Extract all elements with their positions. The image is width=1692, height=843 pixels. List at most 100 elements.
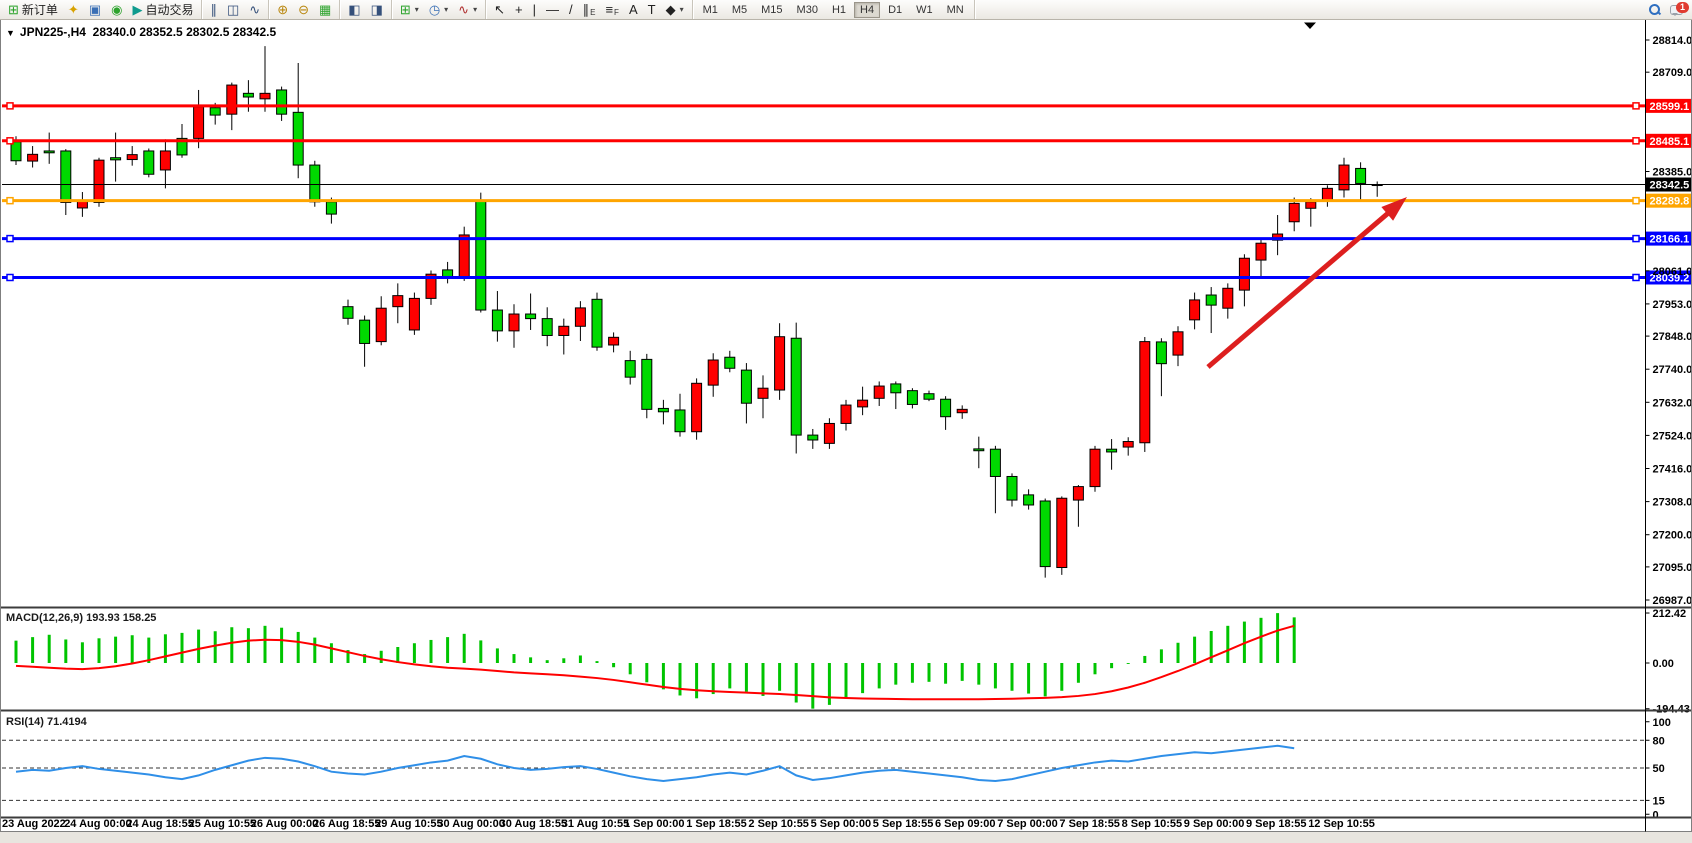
indicators-list-button[interactable]: ∿ ▾	[454, 1, 481, 18]
timeframe-M15[interactable]: M15	[755, 2, 788, 18]
trendline-icon: /	[568, 2, 573, 17]
autotrading-button-label: 自动交易	[145, 3, 194, 17]
price-tick-label: 27740.0	[1653, 364, 1692, 376]
timeframe-H1[interactable]: H1	[826, 2, 852, 18]
new-order-button[interactable]: ⊞ 新订单	[4, 1, 62, 18]
zoom-out-icon: ⊖	[298, 2, 309, 17]
horizontal-line-button[interactable]: —	[542, 1, 563, 18]
line-handle[interactable]	[6, 273, 14, 282]
one-click-collapse-icon[interactable]: ▼	[6, 28, 15, 38]
chart-window: 28599.1 28485.1 28289.8 28166.1 28039.2 28342…	[0, 19, 1692, 843]
signals-icon[interactable]: ◉	[107, 1, 126, 18]
vertical-line-button[interactable]: |	[529, 1, 540, 18]
line-handle[interactable]	[1632, 137, 1640, 145]
time-label: 26 Aug 18:55	[313, 818, 380, 830]
trend-arrow-head[interactable]	[1381, 197, 1407, 221]
line-handle[interactable]	[6, 102, 14, 110]
rsi-line	[15, 744, 1295, 782]
cursor-button[interactable]: ↖	[490, 1, 509, 18]
rsi-tick-label: 50	[1653, 763, 1665, 775]
dropdown-arrow-icon[interactable]: ▾	[473, 5, 478, 14]
time-label: 5 Sep 00:00	[811, 818, 872, 830]
candle-body	[309, 164, 321, 203]
price-tick-label: 27308.0	[1653, 497, 1692, 509]
candle-body	[43, 150, 55, 154]
autotrading-icon: ▶	[132, 2, 143, 17]
terminal-window-icon[interactable]: ▣	[85, 1, 105, 18]
time-label: 12 Sep 10:55	[1308, 818, 1375, 830]
text-button[interactable]: A	[625, 1, 642, 18]
candle-body	[126, 154, 138, 161]
candlestick-series	[10, 46, 1383, 578]
candle-body	[591, 298, 603, 348]
new-chart-icon: ⊞	[399, 2, 411, 17]
step-forward-button[interactable]: ◨	[367, 1, 387, 18]
new-chart-button[interactable]: ⊞ ▾	[396, 1, 423, 18]
chart-canvas[interactable]: 28599.1 28485.1 28289.8 28166.1 28039.2 28342…	[0, 19, 1692, 843]
line-handle[interactable]	[1632, 196, 1640, 205]
bar-chart-button[interactable]: ∥	[206, 1, 221, 18]
line-handle[interactable]	[1632, 273, 1640, 282]
rsi-panel: 100 80 50 15 0	[2, 717, 1671, 821]
candle-body	[276, 89, 288, 115]
timeframe-MN[interactable]: MN	[941, 2, 970, 18]
price-tag-label: 28166.1	[1650, 234, 1690, 246]
zoom-in-button[interactable]: ⊕	[273, 1, 292, 18]
indicators-list-icon: ∿	[458, 2, 470, 17]
candle-body	[325, 201, 337, 215]
candle-body	[1321, 187, 1333, 201]
auto-arrange-button[interactable]: ◧	[344, 1, 364, 18]
timeframe-M1[interactable]: M1	[697, 2, 724, 18]
timeframe-H4[interactable]: H4	[854, 1, 881, 18]
trend-arrow-shaft[interactable]	[1206, 209, 1392, 369]
profiles-button[interactable]: ◷ ▾	[425, 1, 452, 18]
price-tag-label: 28289.8	[1650, 196, 1690, 208]
candle-body	[823, 422, 835, 444]
chat-icon[interactable]: 1	[1670, 2, 1689, 16]
fibonacci-button[interactable]: ≡ F	[601, 1, 622, 18]
dropdown-arrow-icon[interactable]: ▾	[444, 5, 449, 14]
toolbar-group-drawing: ↖ + | — / ∥ E ≡ F A T ◆ ▾	[486, 0, 693, 19]
candle-body	[176, 137, 188, 156]
line-chart-button[interactable]: ∿	[245, 1, 264, 18]
line-handle[interactable]	[1632, 102, 1640, 110]
timeframe-D1[interactable]: D1	[882, 2, 908, 18]
timeframe-W1[interactable]: W1	[910, 2, 939, 18]
autotrading-button[interactable]: ▶ 自动交易	[128, 1, 197, 18]
zoom-out-button[interactable]: ⊖	[294, 1, 313, 18]
text-label-button[interactable]: T	[644, 1, 660, 18]
crosshair-button[interactable]: +	[511, 1, 527, 18]
candle-body	[890, 383, 902, 394]
price-tag	[1646, 98, 1691, 113]
line-handle[interactable]	[6, 137, 14, 145]
price-tick-label: 27632.0	[1653, 397, 1692, 409]
dropdown-arrow-icon[interactable]: ▾	[414, 5, 419, 14]
candle-body	[259, 92, 271, 100]
tile-windows-icon: ▦	[319, 2, 332, 17]
time-label: 23 Aug 2022	[2, 818, 66, 830]
trend-arrow[interactable]	[1206, 197, 1407, 369]
line-handle[interactable]	[6, 234, 14, 243]
candle-body	[1006, 475, 1018, 501]
arrows-button[interactable]: ◆ ▾	[662, 1, 688, 18]
time-label: 30 Aug 00:00	[437, 818, 504, 830]
timeframe-M5[interactable]: M5	[726, 2, 753, 18]
search-icon[interactable]	[1649, 4, 1662, 16]
line-handle[interactable]	[6, 196, 14, 205]
price-tag-label: 28039.2	[1650, 272, 1690, 284]
trendline-button[interactable]: /	[565, 1, 577, 18]
tile-windows-button[interactable]: ▦	[315, 1, 335, 18]
channel-icon: ∥	[582, 2, 590, 17]
time-label: 8 Sep 10:55	[1122, 818, 1183, 830]
dropdown-arrow-icon[interactable]: ▾	[679, 5, 684, 14]
vertical-line-icon: |	[532, 2, 536, 17]
candle-body	[1089, 448, 1101, 488]
timeframe-M30[interactable]: M30	[791, 2, 824, 18]
candle-body	[1155, 341, 1167, 365]
time-label: 5 Sep 18:55	[873, 818, 934, 830]
channel-button[interactable]: ∥ E	[579, 1, 600, 18]
candle-body	[1139, 341, 1151, 444]
line-handle[interactable]	[1632, 234, 1640, 243]
candlestick-chart-button[interactable]: ◫	[223, 1, 243, 18]
market-watch-icon[interactable]: ✦	[64, 1, 83, 18]
